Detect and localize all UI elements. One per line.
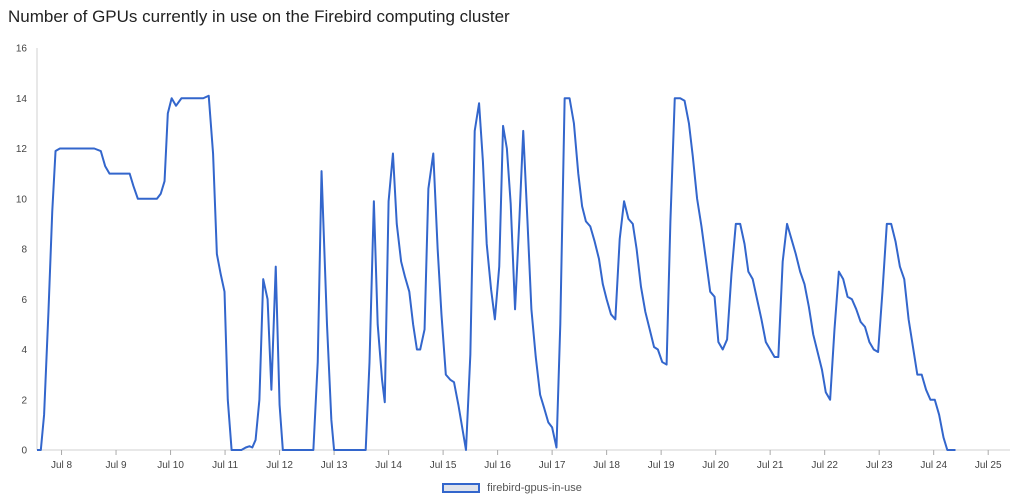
series-layer xyxy=(37,94,956,451)
x-tick-label: Jul 8 xyxy=(51,460,73,471)
x-axis: Jul 8 Jul 9 Jul 10 Jul 11 Jul 12 Jul 13 Jul 14… xyxy=(37,449,1010,471)
y-tick-label: 12 xyxy=(16,144,28,155)
x-tick-label: Jul 20 xyxy=(702,460,729,471)
legend-label: firebird-gpus-in-use xyxy=(487,482,582,495)
y-tick-label: 0 xyxy=(21,446,27,457)
x-tick-label: Jul 22 xyxy=(811,460,838,471)
x-tick-label: Jul 17 xyxy=(539,460,566,471)
x-tick-label: Jul 15 xyxy=(430,460,457,471)
x-tick-label: Jul 24 xyxy=(920,460,947,471)
y-tick-label: 16 xyxy=(16,44,28,55)
x-tick-label: Jul 23 xyxy=(866,460,893,471)
x-tick-label: Jul 16 xyxy=(484,460,511,471)
y-tick-label: 8 xyxy=(21,245,27,256)
legend-swatch xyxy=(442,483,481,494)
x-tick-label: Jul 10 xyxy=(157,460,184,471)
x-tick-label: Jul 18 xyxy=(593,460,620,471)
x-tick-label: Jul 9 xyxy=(105,460,127,471)
chart-title: Number of GPUs currently in use on the F… xyxy=(8,7,510,26)
y-tick-label: 6 xyxy=(21,295,27,306)
y-tick-label: 14 xyxy=(16,94,28,105)
y-tick-label: 4 xyxy=(21,345,27,356)
x-tick-label: Jul 21 xyxy=(757,460,784,471)
y-tick-label: 2 xyxy=(21,395,27,406)
x-tick-label: Jul 25 xyxy=(975,460,1002,471)
x-tick-label: Jul 12 xyxy=(266,460,293,471)
y-tick-label: 10 xyxy=(16,194,28,205)
series-line-0 xyxy=(37,94,956,451)
legend[interactable]: firebird-gpus-in-use xyxy=(0,482,1024,494)
x-tick-label: Jul 19 xyxy=(648,460,675,471)
x-tick-label: Jul 13 xyxy=(321,460,348,471)
x-tick-label: Jul 11 xyxy=(212,460,238,471)
x-tick-label: Jul 14 xyxy=(375,460,402,471)
y-axis: 0 2 4 6 8 10 12 14 16 xyxy=(16,44,38,457)
